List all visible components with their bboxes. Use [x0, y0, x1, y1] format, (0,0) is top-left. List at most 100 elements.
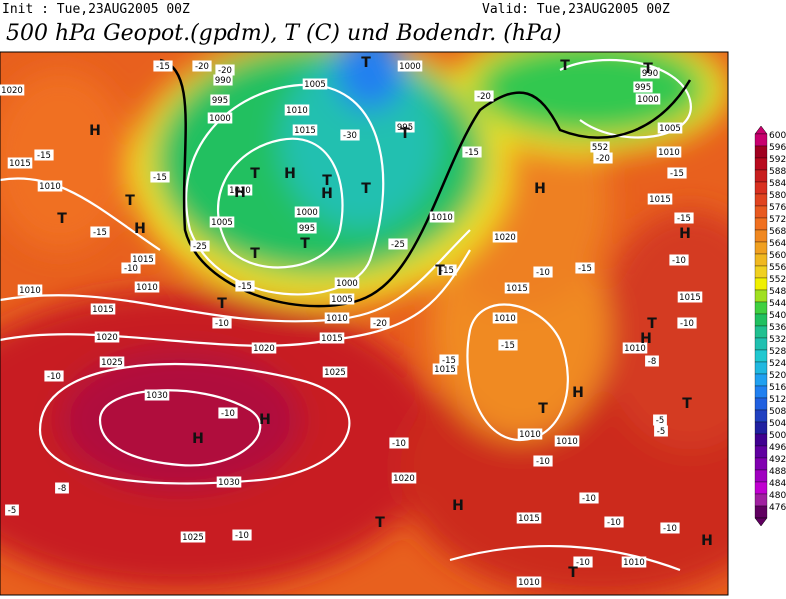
temperature-label-box — [498, 339, 518, 351]
pressure-center: T — [250, 166, 260, 182]
colorbar-cell — [754, 253, 768, 267]
temperature-label: -8 — [648, 357, 656, 367]
temperature-label-box — [653, 414, 667, 426]
isobar-label: 1010 — [326, 314, 348, 324]
isobar-label: 1005 — [331, 295, 353, 305]
temperature-label-box — [44, 370, 64, 382]
isobar-label: 1005 — [304, 80, 326, 90]
colorbar-label: 508 — [769, 407, 786, 417]
colorbar-label: 544 — [769, 299, 786, 309]
temperature-label: -5 — [8, 506, 16, 516]
temperature-label-box — [579, 492, 599, 504]
temperature-label: -10 — [392, 439, 406, 449]
temperature-label-box — [218, 407, 238, 419]
isobar-label-box — [633, 81, 653, 93]
temperature-label: -20 — [195, 62, 209, 72]
colorbar-label: 556 — [769, 263, 786, 273]
temperature-label: -25 — [193, 242, 207, 252]
temperature-label: -10 — [536, 457, 550, 467]
isobar-label-box — [395, 121, 415, 133]
colorbar-arrow-top — [754, 125, 768, 135]
isobar-label-box — [677, 291, 703, 303]
pressure-center: H — [259, 412, 271, 428]
temperature-label: -20 — [477, 92, 491, 102]
colorbar-cell — [754, 409, 768, 423]
temperature-label: -15 — [677, 214, 691, 224]
isobar-label: 995 — [397, 123, 413, 133]
pressure-center: T — [560, 58, 570, 74]
colorbar-cell — [754, 205, 768, 219]
temperature-label: -8 — [58, 484, 66, 494]
isobar-label-box — [17, 284, 43, 296]
isobar-label: 1025 — [182, 533, 204, 543]
colorbar-cell — [754, 433, 768, 447]
colorbar-cell — [754, 229, 768, 243]
isobar-label-box — [94, 331, 120, 343]
isobar-label: 995 — [212, 96, 228, 106]
colorbar-cell — [754, 337, 768, 351]
isobar-label-box — [209, 216, 235, 228]
pressure-center: H — [452, 498, 464, 514]
temperature-label-box — [573, 556, 593, 568]
isobar-label-box — [130, 253, 156, 265]
isobar-label: 1010 — [556, 437, 578, 447]
pressure-center: T — [647, 316, 657, 332]
isobar-label: 1010 — [19, 286, 41, 296]
temperature-label-box — [232, 529, 252, 541]
isobar-label-box — [324, 312, 350, 324]
isobar-label-box — [516, 576, 542, 588]
temperature-label-box — [388, 238, 408, 250]
isobar-label: 1000 — [399, 62, 421, 72]
pressure-center: T — [375, 515, 385, 531]
isobar-label: 1000 — [336, 279, 358, 289]
pressure-center: T — [361, 55, 371, 71]
colorbar-cell — [754, 481, 768, 495]
temperature-label-box — [55, 482, 69, 494]
temperature-label: -20 — [596, 154, 610, 164]
pressure-center: T — [361, 181, 371, 197]
colorbar-cell — [754, 241, 768, 255]
temperature-label-box — [462, 146, 482, 158]
colorbar-label: 576 — [769, 203, 786, 213]
colorbar-label: 524 — [769, 359, 786, 369]
pressure-center: H — [701, 533, 713, 549]
isobar-label: 1010 — [518, 578, 540, 588]
pressure-center: T — [538, 401, 548, 417]
temperature-label-box — [370, 317, 390, 329]
colorbar-label: 536 — [769, 323, 786, 333]
temperature-label: -15 — [153, 173, 167, 183]
isobar-label-box — [622, 342, 648, 354]
isobar-label-box — [517, 428, 543, 440]
temperature-label-box — [192, 60, 212, 72]
pressure-center: H — [572, 385, 584, 401]
pressure-center: T — [682, 396, 692, 412]
temperature-label: -10 — [672, 256, 686, 266]
isobar-label-box — [397, 60, 423, 72]
isobar-label: 1010 — [229, 186, 251, 196]
isobar-label: 1015 — [132, 255, 154, 265]
pressure-center: T — [568, 565, 578, 581]
colorbar-cell — [754, 457, 768, 471]
colorbar-cell — [754, 277, 768, 291]
temperature-label: -15 — [440, 266, 454, 276]
colorbar-cell — [754, 493, 768, 507]
isobar-label: 1010 — [519, 430, 541, 440]
colorbar-label: 492 — [769, 455, 786, 465]
temperature-label-box — [389, 437, 409, 449]
temperature-label: -10 — [582, 494, 596, 504]
temperature-field — [0, 52, 728, 595]
temperature-label-box — [340, 129, 360, 141]
isobar-label-box — [210, 94, 230, 106]
temperature-label-box — [677, 317, 697, 329]
temperature-label-box — [439, 354, 459, 366]
colorbar-label: 488 — [769, 467, 786, 477]
isobar-label: 1030 — [146, 391, 168, 401]
isobar-label: 1010 — [431, 213, 453, 223]
temperature-label: -15 — [156, 62, 170, 72]
colorbar-label: 592 — [769, 155, 786, 165]
isobar-label: 1005 — [659, 124, 681, 134]
temperature-label-box — [533, 266, 553, 278]
colorbar-cell — [754, 313, 768, 327]
isobar-label: 1015 — [9, 159, 31, 169]
isobar-label-box — [302, 78, 328, 90]
